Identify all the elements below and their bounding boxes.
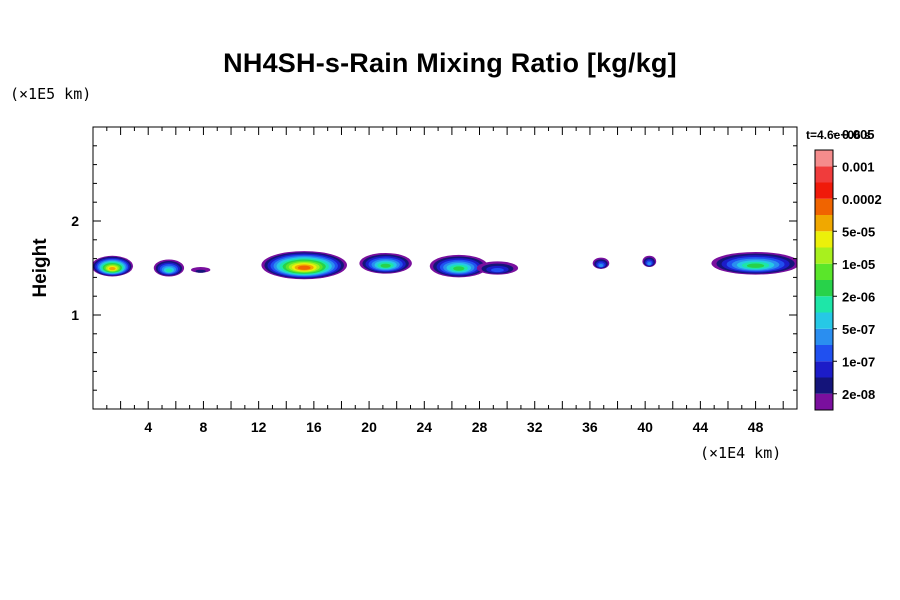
colorbar-label: 5e-05 (842, 224, 875, 239)
contour-level (598, 264, 604, 267)
y-tick-label: 2 (71, 213, 79, 229)
colorbar-swatch (815, 182, 833, 199)
colorbar-label: 0.005 (842, 127, 875, 142)
colorbar-label: 5e-07 (842, 322, 875, 337)
colorbar-label: 0.0002 (842, 192, 882, 207)
colorbar-swatch (815, 166, 833, 183)
x-tick-label: 8 (200, 419, 208, 435)
contour-level (195, 269, 206, 273)
time-label: t=4.6e+06 s (806, 128, 871, 142)
x-tick-label: 4 (144, 419, 152, 435)
contour-field (93, 251, 797, 280)
colorbar-frame (814, 149, 834, 411)
x-tick-label: 16 (306, 419, 322, 435)
colorbar-label: 2e-08 (842, 387, 875, 402)
colorbar-label: 1e-05 (842, 257, 875, 272)
colorbar-swatch (815, 150, 833, 167)
colorbar-swatch (815, 198, 833, 215)
x-tick-label: 40 (637, 419, 653, 435)
colorbar-label: 2e-06 (842, 289, 875, 304)
contour-level (380, 263, 391, 268)
colorbar-label: 0.001 (842, 159, 875, 174)
x-tick-label: 24 (417, 419, 433, 435)
x-tick-label: 36 (582, 419, 598, 435)
x-tick-label: 20 (361, 419, 377, 435)
contour-level (297, 265, 311, 270)
x-tick-label: 48 (748, 419, 764, 435)
colorbar-swatch (815, 231, 833, 248)
x-tick-label: 12 (251, 419, 267, 435)
y-tick-label: 1 (71, 307, 79, 323)
contour-level (647, 262, 652, 266)
x-tick-label: 44 (693, 419, 709, 435)
colorbar-swatch (815, 215, 833, 232)
contour-level (165, 268, 173, 273)
colorbar-swatch (815, 312, 833, 329)
chart-title: NH4SH-s-Rain Mixing Ratio [kg/kg] (223, 48, 677, 78)
colorbar-swatch (815, 393, 833, 410)
x-tick-label: 28 (472, 419, 488, 435)
colorbar-swatch (815, 377, 833, 394)
x-tick-label: 32 (527, 419, 543, 435)
colorbar-label: 1e-07 (842, 354, 875, 369)
plot-frame (92, 126, 798, 410)
colorbar-swatch (815, 247, 833, 264)
colorbar-swatch (815, 296, 833, 313)
y-axis-unit: (×1E5 km) (10, 85, 92, 103)
colorbar-swatch (815, 345, 833, 362)
colorbar-swatch (815, 328, 833, 345)
colorbar-swatch (815, 263, 833, 280)
colorbar-swatch (815, 280, 833, 297)
contour-level (453, 266, 465, 271)
contour-level (109, 267, 116, 271)
contour-level (746, 263, 765, 268)
contour-level (491, 268, 504, 273)
colorbar-swatch (815, 361, 833, 378)
x-axis-unit: (×1E4 km) (700, 444, 782, 462)
